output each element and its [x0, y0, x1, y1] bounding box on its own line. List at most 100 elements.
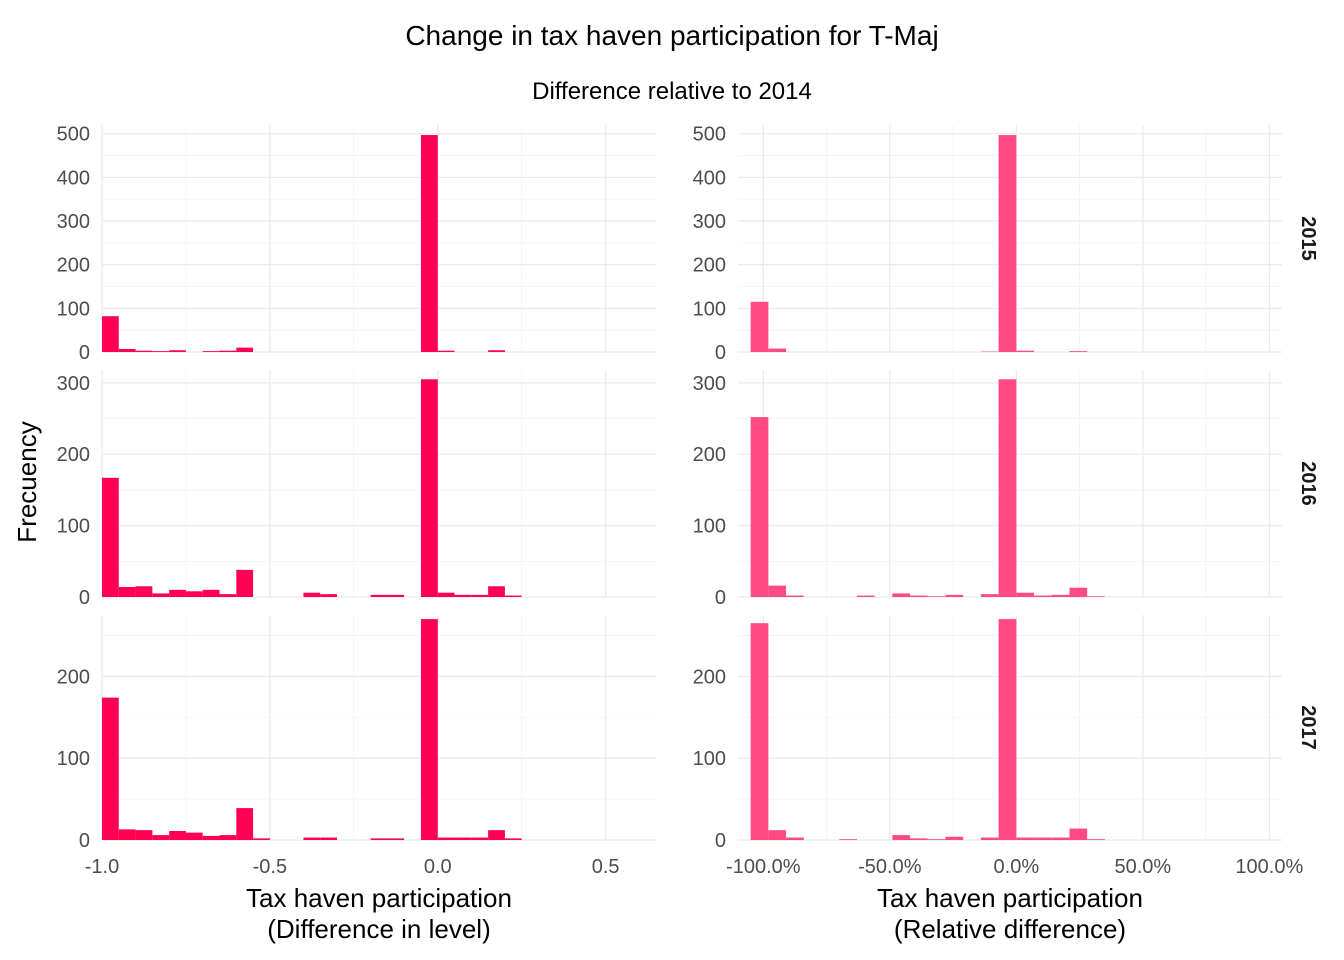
histogram-bar [437, 592, 455, 597]
histogram-bar [420, 619, 438, 840]
histogram-bar [303, 592, 321, 597]
histogram-bar [998, 135, 1017, 352]
histogram-bar [169, 589, 186, 597]
y-tick-label: 300 [693, 373, 726, 395]
histogram-bar [927, 596, 946, 597]
histogram-bar [387, 838, 405, 840]
histogram-bar [387, 594, 405, 597]
y-tick-label: 300 [693, 211, 726, 233]
panel-2015-col-0: 0 100 200 300 400 500 [57, 124, 656, 364]
y-tick-label: 100 [57, 516, 90, 538]
y-tick-label: 200 [57, 255, 90, 277]
histogram-bar [1016, 350, 1035, 352]
y-tick-label: 100 [693, 748, 726, 770]
panel-2016-col-0: 0 100 200 300 [57, 370, 656, 609]
histogram-bar [219, 350, 237, 352]
histogram-bar [768, 830, 787, 840]
histogram-bar [768, 348, 787, 352]
x-tick-label: 0.0% [994, 856, 1040, 878]
histogram-bar [471, 594, 489, 597]
histogram-bar [437, 350, 455, 352]
histogram-bar [135, 830, 153, 840]
histogram-bar [980, 837, 999, 840]
histogram-bar [1069, 828, 1088, 840]
panel-2017-col-1: 0 100 200 [693, 615, 1282, 852]
histogram-bar [320, 594, 338, 597]
histogram-bar [910, 838, 928, 840]
histogram-bar [236, 808, 254, 840]
histogram-bar [118, 829, 136, 840]
panel-2015-col-1: 0 100 200 300 400 500 [693, 124, 1282, 364]
x-tick-label: -1.0 [85, 856, 119, 878]
y-tick-label: 0 [79, 830, 90, 852]
histogram-bar [488, 830, 505, 840]
histogram-bar [892, 835, 911, 840]
histogram-bar [118, 348, 136, 352]
panels: 0 100 200 300 400 500 0 100 200 300 400 500 2015 0 100… [57, 124, 1319, 852]
histogram-bar [927, 839, 946, 840]
histogram-bar [998, 379, 1017, 597]
histogram-bar [454, 837, 472, 840]
x-tick-label: -50.0% [858, 856, 922, 878]
y-tick-label: 200 [57, 666, 90, 688]
x-tick-label: -100.0% [726, 856, 801, 878]
y-tick-label: 300 [57, 373, 90, 395]
histogram-bar [202, 351, 220, 352]
histogram-bar [135, 586, 153, 597]
x-axis-title: (Difference in level) [267, 914, 491, 944]
histogram-bar [786, 837, 804, 840]
x-tick-label: 0.5 [592, 856, 620, 878]
histogram-bar [980, 594, 999, 597]
chart-title: Change in tax haven participation for T-… [405, 20, 938, 51]
histogram-bar [185, 591, 203, 597]
x-tick-label: 50.0% [1114, 856, 1171, 878]
histogram-bar [471, 837, 489, 840]
panel-2017-col-0: 0 100 200 [57, 615, 656, 852]
histogram-bar [504, 838, 522, 840]
histogram-bar [102, 697, 119, 840]
histogram-bar [303, 837, 321, 840]
histogram-bar [945, 836, 964, 840]
histogram-bar [998, 619, 1017, 840]
histogram-bar [750, 623, 769, 840]
histogram-bar [1069, 351, 1088, 352]
histogram-bar [1016, 592, 1035, 597]
y-tick-label: 100 [693, 298, 726, 320]
histogram-bar [1087, 839, 1105, 840]
histogram-bar [1034, 595, 1052, 597]
y-tick-label: 100 [57, 298, 90, 320]
x-tick-label: 100.0% [1235, 856, 1303, 878]
facet-strip-label: 2017 [1297, 705, 1319, 750]
y-tick-label: 200 [57, 444, 90, 466]
y-tick-label: 400 [693, 167, 726, 189]
histogram-bar [1051, 594, 1070, 597]
y-tick-label: 200 [693, 255, 726, 277]
histogram-bar [839, 839, 857, 840]
y-tick-label: 200 [693, 444, 726, 466]
y-tick-label: 100 [57, 748, 90, 770]
histogram-bar [202, 589, 220, 597]
histogram-bar [1069, 587, 1088, 597]
y-tick-label: 0 [79, 587, 90, 609]
y-tick-label: 500 [57, 124, 90, 146]
histogram-bar [1034, 837, 1052, 840]
x-axis-title: (Relative difference) [894, 914, 1126, 944]
histogram-bar [1087, 596, 1105, 597]
histogram-bar [253, 838, 270, 840]
y-tick-label: 400 [57, 167, 90, 189]
histogram-bar [152, 593, 170, 597]
histogram-bar [236, 569, 254, 597]
x-axis-title: Tax haven participation [246, 883, 512, 913]
facet-strip-label: 2015 [1297, 216, 1319, 261]
x-tick-label: 0.0 [424, 856, 452, 878]
facet-strip-label: 2016 [1297, 461, 1319, 506]
histogram-bar [219, 835, 237, 840]
histogram-bar [102, 316, 119, 352]
chart-subtitle: Difference relative to 2014 [532, 78, 812, 105]
histogram-bar [370, 594, 388, 597]
y-tick-label: 0 [715, 342, 726, 364]
histogram-bar [152, 835, 170, 840]
histogram-bar [750, 301, 769, 352]
